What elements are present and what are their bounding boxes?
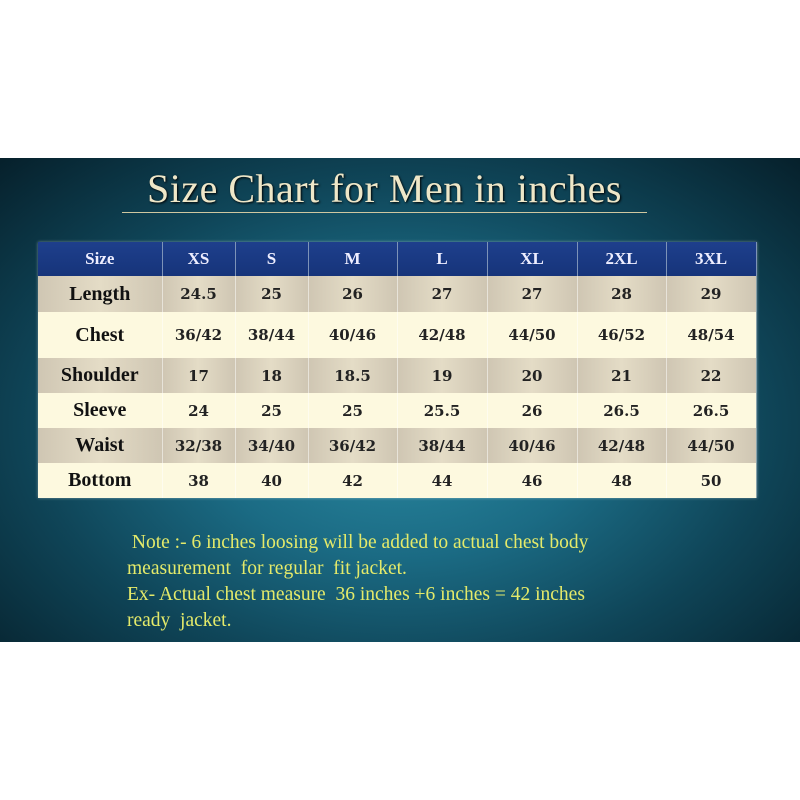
header-cell-size: Size: [38, 242, 163, 276]
header-cell: XL: [487, 242, 578, 276]
table-cell: 22: [666, 358, 757, 393]
table-cell: 24: [162, 393, 236, 428]
table-cell: 27: [487, 276, 578, 312]
row-label: Length: [38, 276, 163, 312]
row-label: Sleeve: [38, 393, 163, 428]
table-cell: 34/40: [235, 428, 309, 463]
table-cell: 26: [487, 393, 578, 428]
table-cell: 44/50: [666, 428, 757, 463]
header-cell: XS: [162, 242, 236, 276]
table-cell: 46/52: [577, 312, 667, 358]
table-cell: 40: [235, 463, 309, 498]
note-line: Note :- 6 inches loosing will be added t…: [127, 532, 589, 553]
table-cell: 48: [577, 463, 667, 498]
note-line: Ex- Actual chest measure 36 inches +6 in…: [127, 584, 585, 605]
table-cell: 27: [397, 276, 488, 312]
row-label: Chest: [38, 312, 163, 358]
table-cell: 38/44: [397, 428, 488, 463]
table-cell: 42: [308, 463, 398, 498]
table-cell: 19: [397, 358, 488, 393]
table-cell: 40/46: [487, 428, 578, 463]
row-label: Shoulder: [38, 358, 163, 393]
header-row: Size XS S M L XL 2XL 3XL: [38, 242, 757, 276]
header-cell: M: [308, 242, 398, 276]
table-cell: 20: [487, 358, 578, 393]
table-cell: 25: [308, 393, 398, 428]
table-cell: 28: [577, 276, 667, 312]
table-cell: 21: [577, 358, 667, 393]
table-cell: 40/46: [308, 312, 398, 358]
table-cell: 32/38: [162, 428, 236, 463]
table-cell: 38/44: [235, 312, 309, 358]
table-cell: 25: [235, 393, 309, 428]
table-row: Waist 32/38 34/40 36/42 38/44 40/46 42/48 44/50: [38, 428, 757, 463]
table-cell: 42/48: [577, 428, 667, 463]
table-row: Chest 36/42 38/44 40/46 42/48 44/50 46/52 48/54: [38, 312, 757, 358]
table-cell: 26.5: [666, 393, 757, 428]
row-label: Waist: [38, 428, 163, 463]
table-row: Length 24.5 25 26 27 27 28 29: [38, 276, 757, 312]
table-row: Shoulder 17 18 18.5 19 20 21 22: [38, 358, 757, 393]
table-cell: 17: [162, 358, 236, 393]
note-line: measurement for regular fit jacket.: [127, 558, 407, 579]
table-cell: 38: [162, 463, 236, 498]
note: Note :- 6 inches loosing will be added t…: [127, 530, 707, 634]
size-table: Size XS S M L XL 2XL 3XL Length 24.5 25 26 27 27 28 29…: [38, 242, 757, 498]
table-cell: 44: [397, 463, 488, 498]
table-cell: 50: [666, 463, 757, 498]
table-cell: 24.5: [162, 276, 236, 312]
header-cell: 3XL: [666, 242, 757, 276]
table-cell: 25: [235, 276, 309, 312]
table-cell: 42/48: [397, 312, 488, 358]
table-row: Bottom 38 40 42 44 46 48 50: [38, 463, 757, 498]
table-cell: 46: [487, 463, 578, 498]
table-cell: 44/50: [487, 312, 578, 358]
table-cell: 36/42: [162, 312, 236, 358]
row-label: Bottom: [38, 463, 163, 498]
table-cell: 48/54: [666, 312, 757, 358]
header-cell: S: [235, 242, 309, 276]
note-line: ready jacket.: [127, 610, 232, 631]
table-row: Sleeve 24 25 25 25.5 26 26.5 26.5: [38, 393, 757, 428]
table-cell: 25.5: [397, 393, 488, 428]
table-cell: 29: [666, 276, 757, 312]
table-cell: 26: [308, 276, 398, 312]
page-title: Size Chart for Men in inches: [122, 168, 647, 213]
table-cell: 18.5: [308, 358, 398, 393]
table-cell: 18: [235, 358, 309, 393]
table-cell: 36/42: [308, 428, 398, 463]
table-cell: 26.5: [577, 393, 667, 428]
header-cell: 2XL: [577, 242, 667, 276]
header-cell: L: [397, 242, 488, 276]
